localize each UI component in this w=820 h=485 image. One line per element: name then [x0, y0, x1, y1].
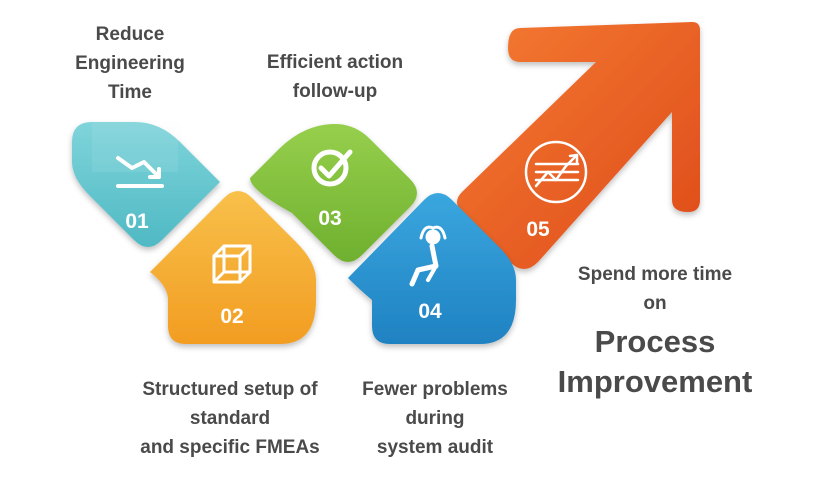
- step-02-shape: [150, 191, 316, 344]
- step-03-number: 03: [318, 207, 342, 230]
- step-05-arrow: [457, 22, 700, 269]
- cube-icon: [212, 244, 252, 284]
- step-04-label: Fewer problems during system audit: [362, 379, 508, 458]
- growth-chart-icon: [524, 140, 588, 204]
- relaxed-person-icon: [409, 225, 447, 287]
- step-02-number: 02: [220, 305, 244, 328]
- checkmark-icon: [311, 149, 353, 187]
- process-improvement-heading: Process Improvement: [557, 324, 753, 399]
- step-05-number: 05: [526, 218, 550, 241]
- step-01-number: 01: [125, 210, 149, 233]
- step-02-label: Structured setup of standard and specifi…: [140, 379, 320, 458]
- step-01-label: Reduce Engineering Time: [75, 24, 185, 103]
- step-05-label: Spend more time on: [577, 264, 733, 314]
- step-03-shape: [250, 124, 417, 262]
- step-04-number: 04: [418, 300, 442, 323]
- trend-down-icon: [116, 156, 164, 188]
- step-03-label: Efficient action follow-up: [266, 52, 404, 102]
